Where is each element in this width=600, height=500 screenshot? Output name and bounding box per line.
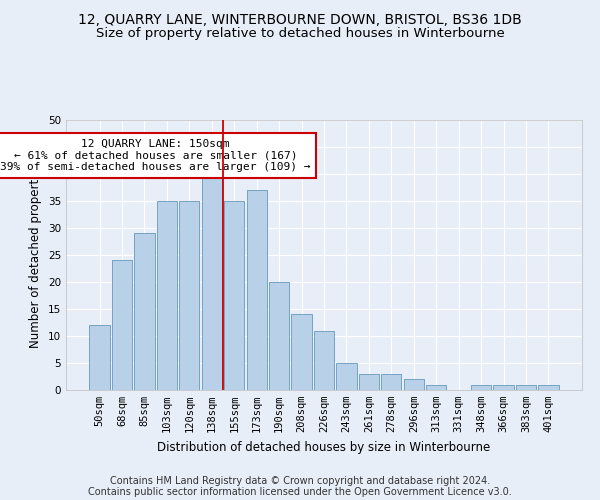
Bar: [538, 384, 559, 390]
Bar: [134, 234, 155, 390]
Bar: [471, 384, 491, 390]
Bar: [292, 314, 311, 390]
Y-axis label: Number of detached properties: Number of detached properties: [29, 162, 43, 348]
Bar: [269, 282, 289, 390]
Bar: [224, 201, 244, 390]
Bar: [337, 363, 356, 390]
X-axis label: Distribution of detached houses by size in Winterbourne: Distribution of detached houses by size …: [157, 440, 491, 454]
Bar: [359, 374, 379, 390]
Text: 12 QUARRY LANE: 150sqm
← 61% of detached houses are smaller (167)
39% of semi-de: 12 QUARRY LANE: 150sqm ← 61% of detached…: [1, 139, 311, 172]
Bar: [516, 384, 536, 390]
Bar: [179, 201, 199, 390]
Text: Size of property relative to detached houses in Winterbourne: Size of property relative to detached ho…: [95, 28, 505, 40]
Bar: [314, 330, 334, 390]
Bar: [112, 260, 132, 390]
Bar: [404, 379, 424, 390]
Bar: [157, 201, 177, 390]
Bar: [426, 384, 446, 390]
Bar: [202, 163, 222, 390]
Text: Contains HM Land Registry data © Crown copyright and database right 2024.: Contains HM Land Registry data © Crown c…: [110, 476, 490, 486]
Bar: [493, 384, 514, 390]
Bar: [247, 190, 267, 390]
Text: Contains public sector information licensed under the Open Government Licence v3: Contains public sector information licen…: [88, 487, 512, 497]
Bar: [381, 374, 401, 390]
Bar: [89, 325, 110, 390]
Text: 12, QUARRY LANE, WINTERBOURNE DOWN, BRISTOL, BS36 1DB: 12, QUARRY LANE, WINTERBOURNE DOWN, BRIS…: [78, 12, 522, 26]
